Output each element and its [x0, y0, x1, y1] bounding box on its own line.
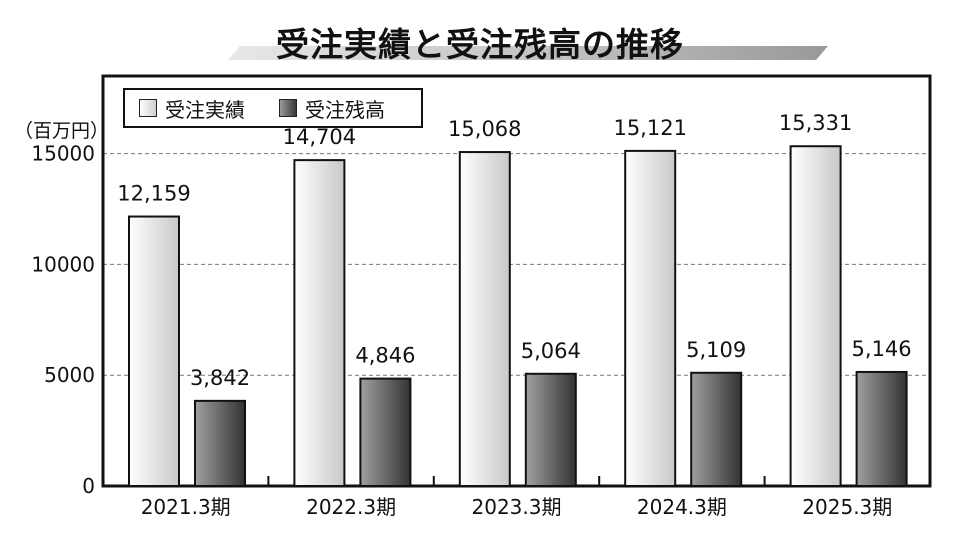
bar-backlog [359, 377, 412, 488]
bar-orders [624, 149, 677, 487]
legend-label-orders: 受注実績 [165, 97, 245, 122]
data-label-backlog: 3,842 [190, 366, 250, 390]
bar-backlog [194, 399, 246, 487]
legend-item-backlog: 受注残高 [279, 94, 385, 123]
x-tick-label: 2022.3期 [306, 495, 396, 519]
y-tick-label: 5000 [44, 363, 95, 387]
y-axis-unit: （百万円） [14, 120, 110, 142]
title-underline [228, 46, 828, 60]
bar-orders [458, 151, 511, 487]
legend-swatch-backlog [279, 99, 297, 117]
x-tick-label: 2023.3期 [472, 495, 562, 519]
legend: 受注実績 受注残高 [123, 88, 423, 128]
bar-backlog [524, 372, 577, 487]
data-label-orders: 12,159 [117, 182, 190, 206]
data-label-backlog: 4,846 [355, 344, 415, 368]
data-label-backlog: 5,064 [521, 339, 581, 363]
y-tick-label: 0 [82, 474, 95, 498]
legend-item-orders: 受注実績 [139, 94, 245, 123]
bar-orders [293, 159, 346, 487]
y-tick-label: 10000 [31, 252, 95, 276]
data-label-orders: 15,068 [448, 117, 521, 141]
data-label-backlog: 5,109 [686, 338, 746, 362]
data-label-orders: 14,704 [283, 125, 356, 149]
x-tick-label: 2024.3期 [637, 495, 727, 519]
bar-orders [789, 145, 842, 487]
bar-backlog [690, 371, 743, 487]
plot-frame [101, 74, 932, 488]
data-label-orders: 15,121 [613, 116, 686, 140]
y-tick-label: 15000 [31, 142, 95, 166]
data-label-backlog: 5,146 [852, 337, 912, 361]
bar-orders [128, 215, 180, 487]
data-label-orders: 15,331 [779, 111, 852, 135]
bar-backlog [855, 370, 908, 488]
x-tick-label: 2025.3期 [802, 495, 892, 519]
legend-label-backlog: 受注残高 [305, 97, 385, 122]
chart-title: 受注実績と受注残高の推移 [276, 25, 684, 64]
x-tick-label: 2021.3期 [141, 495, 231, 519]
legend-swatch-orders [139, 99, 157, 117]
